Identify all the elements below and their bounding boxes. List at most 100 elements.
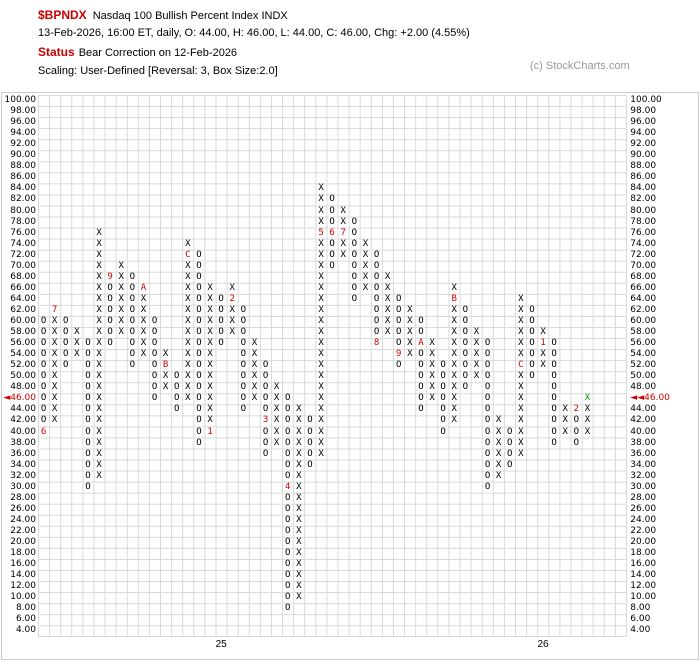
pnf-mark: X <box>495 426 502 437</box>
pnf-mark: X <box>96 382 102 393</box>
pnf-mark: O <box>85 404 91 415</box>
pnf-mark: O <box>529 327 535 338</box>
pnf-mark: X <box>185 371 191 382</box>
pnf-mark: O <box>85 459 91 470</box>
chart-area: 100.00 98.00 96.00 94.00 92.00 90.00 88.00 86.0… <box>3 95 670 650</box>
pnf-mark: X <box>185 338 191 349</box>
pnf-mark: O <box>240 316 247 326</box>
pnf-mark: O <box>262 393 269 404</box>
pnf-mark: X <box>495 459 502 470</box>
y-axis-label: 94.00 <box>10 128 36 139</box>
pnf-mark: O <box>551 437 557 448</box>
pnf-mark: X <box>340 249 346 260</box>
pnf-mark: X <box>318 249 324 260</box>
pnf-mark: X <box>407 316 413 326</box>
y-axis-label: 80.00 <box>10 205 36 216</box>
x-axis-year-label: 25 <box>215 639 227 651</box>
pnf-mark: O <box>329 249 335 260</box>
pnf-mark: X <box>207 415 213 426</box>
pnf-mark: X <box>296 503 302 514</box>
pnf-mark: O <box>218 293 224 304</box>
pnf-mark: O <box>151 360 158 371</box>
pnf-mark: X <box>318 183 324 194</box>
pnf-mark: X <box>451 338 457 349</box>
y-axis-label: 44.00 <box>10 404 36 415</box>
pnf-mark: X <box>185 349 191 360</box>
pnf-mark: O <box>262 426 269 437</box>
pnf-mark: X <box>207 282 213 293</box>
pnf-mark: X <box>96 271 102 282</box>
y-axis-label: 6.00 <box>630 614 651 625</box>
pnf-mark: O <box>218 338 224 349</box>
pnf-mark: X <box>296 570 302 581</box>
pnf-mark: O <box>307 437 313 448</box>
pnf-mark: O <box>63 349 69 360</box>
pnf-mark: O <box>418 382 424 393</box>
pnf-mark: X <box>451 327 457 338</box>
pnf-mark: X <box>251 349 258 360</box>
pnf-mark: X <box>473 349 480 360</box>
pnf-mark: O <box>329 260 335 271</box>
pnf-mark: X <box>296 415 302 426</box>
pnf-mark: X <box>562 404 568 415</box>
pnf-mark: X <box>118 271 124 282</box>
pnf-mark: X <box>96 338 102 349</box>
pnf-mark: X <box>74 349 80 360</box>
pnf-mark: O <box>107 304 113 315</box>
pnf-mark: O <box>285 537 291 547</box>
pnf-mark: X <box>296 514 302 525</box>
y-axis-label: 42.00 <box>630 415 657 426</box>
pnf-mark: X <box>96 316 102 326</box>
pnf-mark: X <box>407 338 413 349</box>
y-axis-label: 78.00 <box>10 216 36 227</box>
pnf-mark: O <box>240 349 247 360</box>
pnf-mark: O <box>351 293 358 304</box>
pnf-mark: O <box>174 382 180 393</box>
pnf-mark: X <box>518 327 524 338</box>
pnf-mark: O <box>240 404 247 415</box>
pnf-mark: X <box>362 271 369 282</box>
pnf-mark: 9 <box>107 271 113 282</box>
pnf-mark: X <box>340 216 346 227</box>
pnf-mark: X <box>540 360 546 371</box>
pnf-mark: X <box>296 492 302 503</box>
pnf-mark: X <box>96 238 102 249</box>
pnf-mark: O <box>373 260 380 271</box>
pnf-mark: O <box>285 514 291 525</box>
y-axis-label: 100.00 <box>630 95 662 105</box>
pnf-mark: O <box>196 426 202 437</box>
pnf-mark: O <box>85 360 91 371</box>
pnf-mark: O <box>85 393 91 404</box>
pnf-mark: O <box>40 349 47 360</box>
pnf-mark: O <box>551 404 557 415</box>
pnf-mark: O <box>174 393 180 404</box>
y-axis-label: 8.00 <box>630 603 651 614</box>
pnf-mark: X <box>362 260 369 271</box>
pnf-mark: X <box>185 260 191 271</box>
pnf-mark: X <box>318 415 324 426</box>
pnf-mark: O <box>107 327 113 338</box>
pnf-mark: O <box>63 360 69 371</box>
x-axis-year-label: 26 <box>537 639 549 651</box>
pnf-mark: X <box>96 437 102 448</box>
pnf-mark: O <box>40 382 47 393</box>
pnf-mark: O <box>462 316 469 326</box>
pnf-mark: X <box>162 349 169 360</box>
pnf-mark: O <box>240 338 247 349</box>
pnf-mark: X <box>540 327 546 338</box>
y-axis-label: 48.00 <box>630 382 657 393</box>
pnf-mark: X <box>384 304 391 315</box>
pnf-mark: O <box>462 371 469 382</box>
y-axis-label: 86.00 <box>630 172 657 183</box>
y-axis-label: 72.00 <box>10 249 36 260</box>
pnf-mark: 4 <box>285 481 291 492</box>
y-axis-label: 70.00 <box>630 260 657 271</box>
pnf-mark: X <box>384 327 391 338</box>
y-axis-label: 88.00 <box>630 161 657 172</box>
y-axis-label: 28.00 <box>10 492 36 503</box>
pnf-mark: O <box>285 426 291 437</box>
pnf-mark: O <box>484 481 491 492</box>
pnf-mark: O <box>196 327 202 338</box>
pnf-mark: X <box>251 371 258 382</box>
pnf-mark: X <box>273 426 280 437</box>
